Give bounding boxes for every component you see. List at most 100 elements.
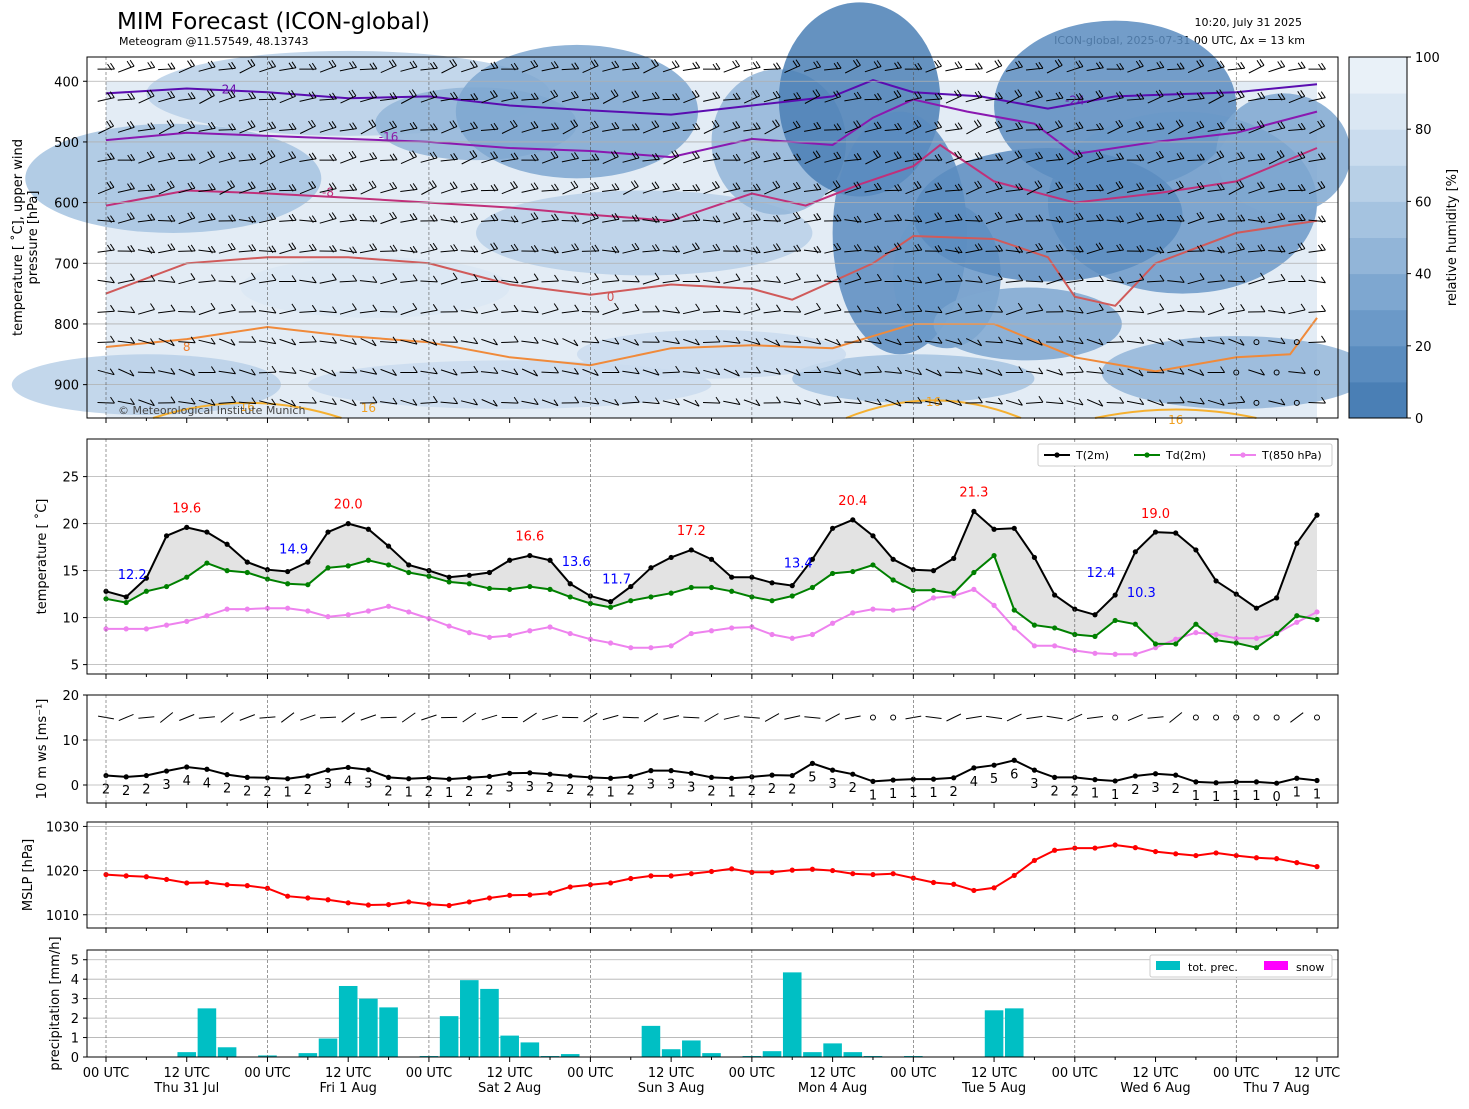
wind-barb-flag — [1260, 59, 1264, 65]
t850-point — [1294, 620, 1299, 625]
precip-bar — [339, 986, 358, 1057]
td2m-point — [951, 591, 956, 596]
wind-barb-flag — [733, 61, 737, 67]
wind-speed-point — [628, 774, 633, 779]
t850-point — [669, 643, 674, 648]
wind-speed-label: 2 — [546, 781, 554, 796]
colorbar-band — [1349, 57, 1407, 94]
t850-point — [870, 607, 875, 612]
mslp-point — [1032, 858, 1037, 863]
wind-barb-flag — [995, 61, 999, 67]
wind-speed-point — [830, 768, 835, 773]
wind-speed-label: 1 — [1293, 785, 1301, 800]
td2m-point — [850, 569, 855, 574]
wind-barb-flag — [1318, 245, 1322, 251]
wind-speed-label: 3 — [324, 777, 332, 792]
page-title: MIM Forecast (ICON-global) — [117, 9, 430, 35]
mslp-point — [1213, 850, 1218, 855]
wind-barb-flag — [111, 63, 115, 69]
surface-wind-barb — [482, 715, 497, 720]
t2m-point — [467, 573, 472, 578]
x-tick-label: 12 UTC — [486, 1066, 532, 1081]
mslp-y-tick-label: 1010 — [46, 909, 79, 924]
legend-label-t850: T(850 hPa) — [1261, 449, 1322, 462]
t2m-point — [1294, 541, 1299, 546]
td2m-point — [830, 571, 835, 576]
wind-barb — [1107, 342, 1124, 343]
wind-barb — [360, 221, 377, 222]
td2m-point — [931, 588, 936, 593]
wind-speed-point — [406, 776, 411, 781]
mslp-point — [547, 891, 552, 896]
wind-barb — [1249, 65, 1264, 73]
wind-barb-flag — [1257, 60, 1261, 66]
td2m-point — [204, 560, 209, 565]
wind-barb-flag — [1321, 244, 1325, 250]
t850-point — [971, 587, 976, 592]
surface-wind-barb — [784, 716, 800, 719]
wind-speed-point — [971, 765, 976, 770]
calm-wind-marker — [1193, 715, 1198, 720]
colorbar-tick-label: 80 — [1415, 123, 1432, 138]
pressure-y-tick-label: 800 — [54, 318, 79, 333]
surface-wind-barb — [724, 716, 740, 720]
td2m-point — [1213, 638, 1218, 643]
temperature-y-tick-label: 20 — [62, 518, 79, 533]
t2m-point — [1153, 529, 1158, 534]
wind-barb-flag — [1322, 216, 1326, 222]
x-tick-label: 00 UTC — [1052, 1066, 1098, 1081]
colorbar-band — [1349, 201, 1407, 238]
pressure-y-tick-label: 900 — [54, 379, 79, 394]
x-tick-label: 12 UTC — [164, 1066, 210, 1081]
precip-bar — [299, 1053, 318, 1057]
mslp-point — [1153, 849, 1158, 854]
mslp-point — [810, 867, 815, 872]
surface-wind-barb — [542, 715, 557, 719]
colorbar-band — [1349, 382, 1407, 419]
wind-speed-label: 4 — [344, 774, 352, 789]
min-temp-label: 13.4 — [784, 557, 813, 572]
wind-barb — [501, 342, 518, 343]
x-tick-label: 12 UTC — [648, 1066, 694, 1081]
td2m-point — [648, 594, 653, 599]
td2m-point — [1012, 607, 1017, 612]
t850-point — [648, 645, 653, 650]
temperature-y-tick-label: 10 — [62, 612, 79, 627]
wind-speed-point — [1213, 780, 1218, 785]
wind-speed-label: 2 — [1131, 783, 1139, 798]
wind-speed-point — [467, 775, 472, 780]
isotherm-label: -24 — [1065, 93, 1085, 107]
mslp-point — [1113, 842, 1118, 847]
surface-wind-barb — [826, 714, 840, 722]
wind-speed-point — [1294, 776, 1299, 781]
wind-speed-point — [487, 774, 492, 779]
legend-label-precip: tot. prec. — [1188, 961, 1238, 974]
t850-point — [830, 621, 835, 626]
wind-speed-point — [1012, 758, 1017, 763]
x-tick-label: 00 UTC — [1213, 1066, 1259, 1081]
td2m-point — [1153, 641, 1158, 646]
surface-wind-barb — [1047, 716, 1063, 719]
t2m-point — [729, 575, 734, 580]
wind-speed-point — [709, 775, 714, 780]
wind-speed-point — [447, 777, 452, 782]
surface-wind-barb — [160, 713, 173, 723]
calm-wind-marker — [1254, 715, 1259, 720]
td2m-point — [709, 585, 714, 590]
surface-wind-barb — [402, 713, 415, 722]
mslp-point — [366, 902, 371, 907]
x-tick-label: 00 UTC — [890, 1066, 936, 1081]
min-temp-label: 11.7 — [602, 573, 631, 588]
wind-speed-label: 1 — [445, 786, 453, 801]
t850-point — [1092, 651, 1097, 656]
wind-barb-flag — [736, 60, 740, 66]
wind-barb — [380, 312, 397, 313]
wind-speed-label: 1 — [1192, 789, 1200, 804]
t2m-point — [204, 529, 209, 534]
humidity-region — [913, 148, 1182, 281]
wind-speed-point — [891, 777, 896, 782]
t2m-point — [891, 557, 896, 562]
precip-bar — [319, 1039, 338, 1057]
td2m-point — [184, 575, 189, 580]
wind-barb — [1167, 221, 1184, 222]
